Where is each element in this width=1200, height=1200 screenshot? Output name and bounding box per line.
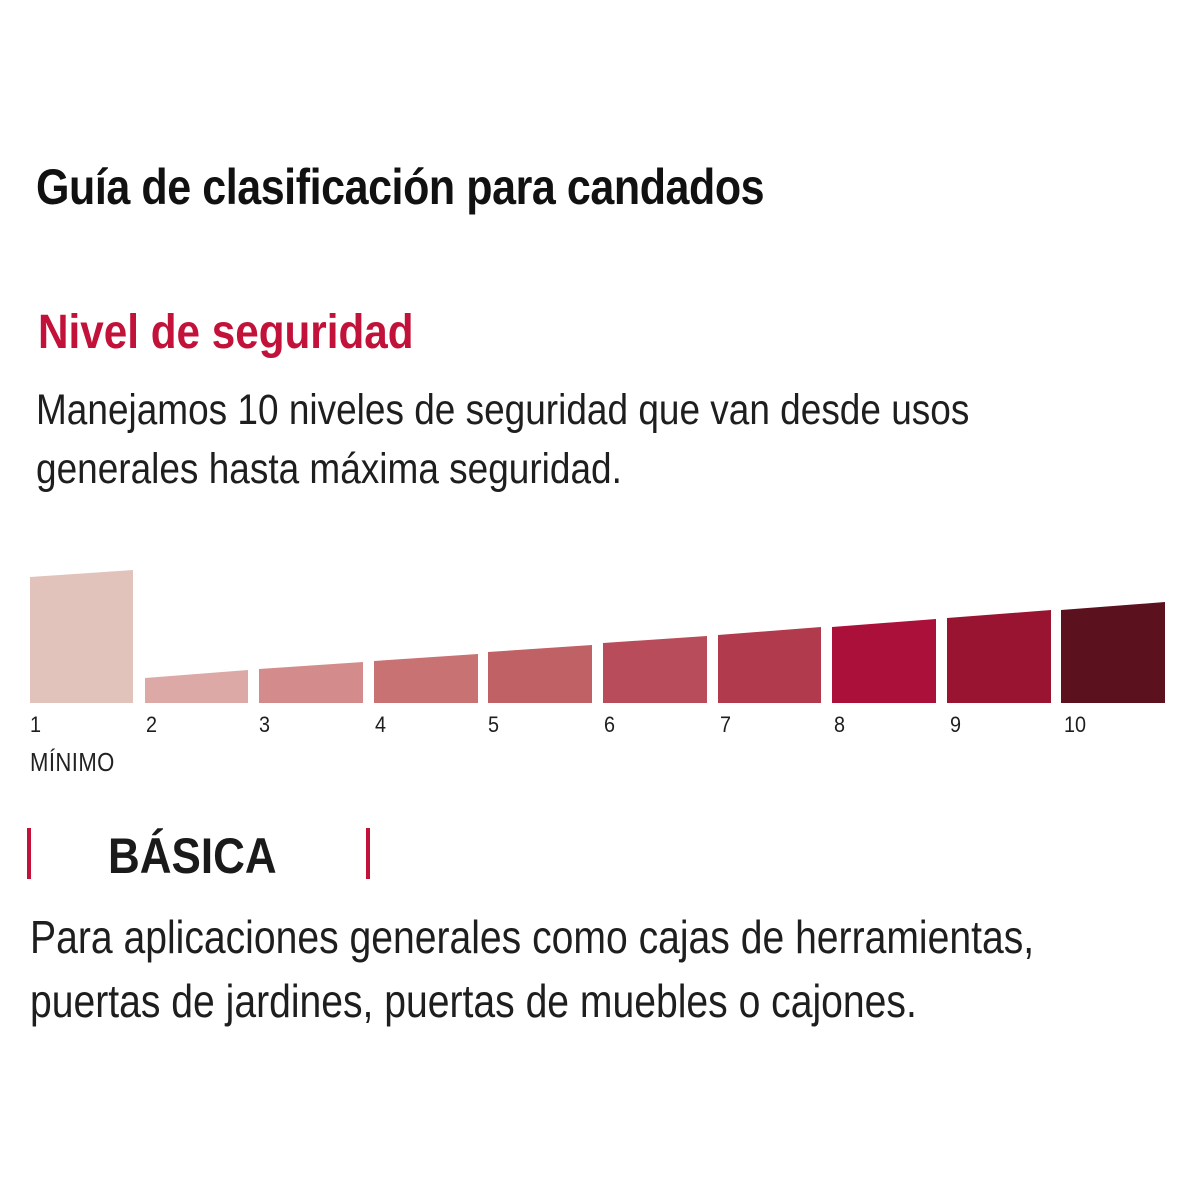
- security-level-block-9: [947, 610, 1051, 703]
- security-level-block-3: [259, 662, 363, 703]
- bracket-left: [27, 828, 31, 879]
- security-level-block-5: [488, 645, 592, 703]
- category-description: Para aplicaciones generales como cajas d…: [30, 911, 1035, 1027]
- security-level-block-8: [832, 619, 936, 703]
- bracket-right: [366, 828, 370, 879]
- security-level-block-4: [374, 654, 478, 703]
- security-level-label-3: 3: [259, 712, 271, 737]
- security-level-label-4: 4: [375, 712, 387, 737]
- security-level-block-10: [1061, 602, 1165, 703]
- security-level-heading: Nivel de seguridad: [38, 306, 414, 359]
- security-level-description: Manejamos 10 niveles de seguridad que va…: [36, 386, 970, 493]
- security-level-block-2: [145, 670, 248, 703]
- security-level-block-1: [30, 570, 133, 703]
- page-title: Guía de clasificación para candados: [36, 159, 765, 215]
- security-level-label-6: 6: [604, 712, 616, 737]
- category-name: BÁSICA: [108, 828, 277, 884]
- security-level-label-9: 9: [950, 712, 962, 737]
- security-level-block-6: [603, 636, 707, 703]
- security-level-label-10: 10: [1064, 712, 1087, 737]
- security-level-label-5: 5: [488, 712, 500, 737]
- security-level-scale: [30, 570, 1165, 703]
- security-level-block-7: [718, 627, 821, 703]
- security-level-label-7: 7: [720, 712, 732, 737]
- security-level-label-1: 1: [30, 712, 42, 737]
- security-level-label-2: 2: [146, 712, 158, 737]
- security-level-label-8: 8: [834, 712, 846, 737]
- minimum-level-caption: MÍNIMO: [30, 747, 115, 777]
